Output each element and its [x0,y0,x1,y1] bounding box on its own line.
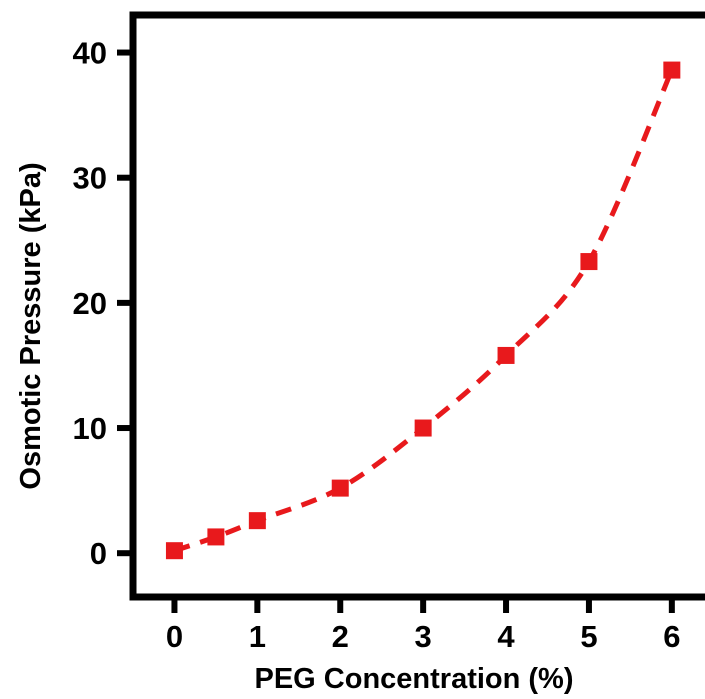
y-tick-label: 40 [73,36,107,71]
x-axis-label: PEG Concentration (%) [254,663,573,694]
x-tick-label: 0 [166,619,183,654]
data-point [332,480,349,497]
x-tick-label: 4 [497,619,515,654]
y-tick-label: 30 [73,161,107,196]
series-line [174,70,671,551]
y-tick-label: 20 [73,286,107,321]
data-point [498,347,515,364]
x-tick-label: 3 [415,619,432,654]
x-tick-label: 2 [332,619,349,654]
y-tick-label: 10 [73,411,107,446]
data-point [166,542,183,559]
y-axis-label: Osmotic Pressure (kPa) [15,162,47,489]
data-point [580,253,597,270]
data-point [207,528,224,545]
x-tick-label: 6 [663,619,680,654]
y-tick-label: 0 [90,536,107,571]
x-tick-label: 1 [249,619,266,654]
data-point [249,512,266,529]
axes [130,12,705,601]
data-point [663,62,680,79]
ticks: 0 1 2 3 4 5 6 0 10 20 30 40 [73,36,681,654]
x-tick-label: 5 [580,619,597,654]
series [166,62,680,560]
data-point [415,420,432,437]
